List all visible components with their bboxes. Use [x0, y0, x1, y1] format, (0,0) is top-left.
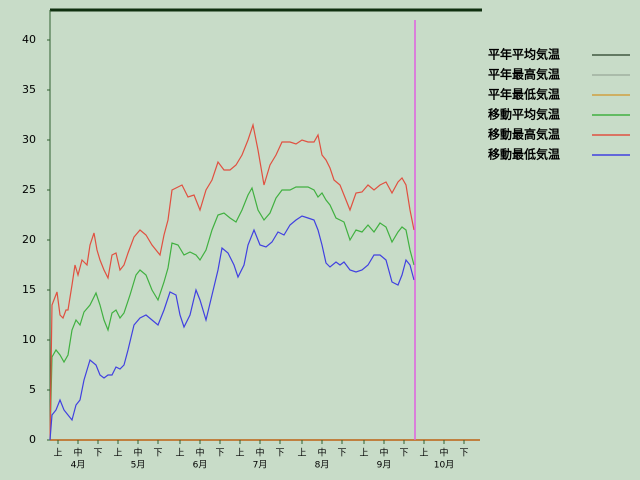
series-line	[49, 122, 415, 441]
x-tick-label: 中	[133, 447, 142, 459]
x-tick-label: 上	[297, 448, 306, 459]
x-tick-label: 下	[337, 449, 346, 459]
y-tick-label: 30	[22, 133, 36, 146]
x-tick-label: 下	[153, 449, 162, 459]
y-tick-label: 40	[22, 33, 36, 46]
series-line	[49, 215, 415, 441]
y-tick-label: 25	[22, 183, 36, 196]
x-tick-label: 下	[459, 449, 468, 459]
x-tick-label: 中	[439, 447, 448, 459]
legend-label: 平年最高気温	[488, 67, 560, 82]
legend-label: 平年最低気温	[488, 87, 560, 102]
legend-label: 移動最低気温	[488, 147, 560, 162]
y-tick-label: 35	[22, 83, 36, 96]
month-label: 7月	[253, 460, 268, 471]
y-tick-label: 0	[29, 433, 36, 446]
x-tick-label: 上	[113, 448, 122, 459]
legend-label: 移動最高気温	[488, 127, 560, 142]
x-tick-label: 中	[73, 447, 82, 459]
x-tick-label: 上	[53, 448, 62, 459]
x-tick-label: 中	[379, 447, 388, 459]
y-tick-label: 15	[22, 283, 36, 296]
x-tick-label: 下	[399, 449, 408, 459]
y-tick-label: 10	[22, 333, 36, 346]
x-tick-label: 中	[195, 447, 204, 459]
legend-label: 平年平均気温	[488, 47, 560, 62]
series-line	[49, 186, 415, 441]
x-tick-label: 中	[255, 447, 264, 459]
x-tick-label: 上	[359, 448, 368, 459]
legend-label: 移動平均気温	[488, 107, 560, 122]
month-label: 10月	[434, 460, 454, 471]
month-label: 5月	[131, 460, 146, 471]
x-tick-label: 中	[317, 447, 326, 459]
x-tick-label: 上	[419, 448, 428, 459]
month-label: 8月	[315, 460, 330, 471]
month-label: 6月	[193, 460, 208, 471]
x-tick-label: 上	[235, 448, 244, 459]
month-label: 9月	[377, 460, 392, 471]
y-tick-label: 5	[29, 383, 36, 396]
x-tick-label: 下	[93, 449, 102, 459]
x-tick-label: 上	[175, 448, 184, 459]
x-tick-label: 下	[215, 449, 224, 459]
y-tick-label: 20	[22, 233, 36, 246]
month-label: 4月	[71, 460, 86, 471]
x-tick-label: 下	[275, 449, 284, 459]
